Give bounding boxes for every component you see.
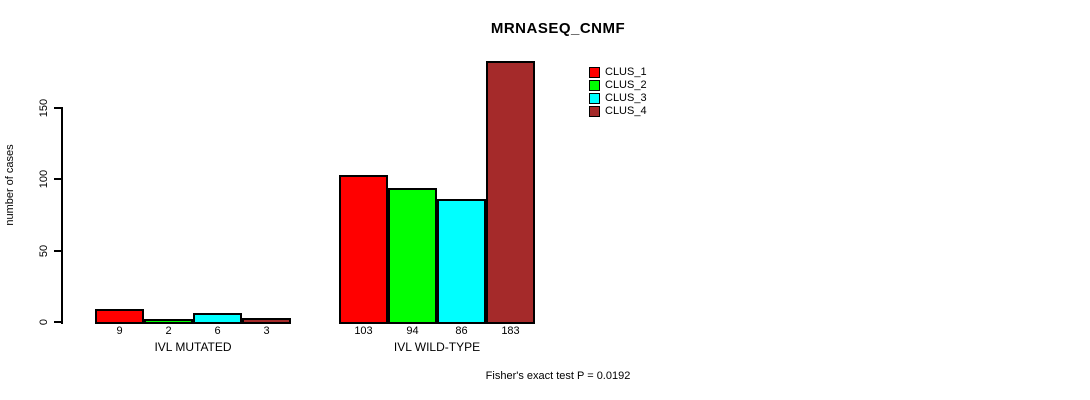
y-tick-label-50: 50 xyxy=(38,244,50,257)
legend-row-clus-3: CLUS_3 xyxy=(589,92,647,105)
bar-clus-4-ivl-wild-type xyxy=(486,61,535,324)
bar-clus-3-ivl-wild-type xyxy=(437,199,486,324)
y-tick-150 xyxy=(54,107,62,109)
y-tick-label-100: 100 xyxy=(38,170,50,189)
y-tick-100 xyxy=(54,178,62,181)
legend-swatch-clus-3 xyxy=(589,93,600,104)
value-label-clus-1-ivl-mutated: 9 xyxy=(116,325,123,337)
legend: CLUS_1 CLUS_2 CLUS_3 CLUS_4 xyxy=(589,66,647,118)
y-tick-50 xyxy=(54,249,62,252)
bar-clus-1-ivl-wild-type xyxy=(339,175,388,324)
legend-swatch-clus-4 xyxy=(589,106,600,117)
legend-row-clus-2: CLUS_2 xyxy=(589,79,647,92)
bar-clus-3-ivl-mutated xyxy=(193,313,242,324)
y-tick-label-150: 150 xyxy=(38,98,50,118)
legend-row-clus-1: CLUS_1 xyxy=(589,66,647,79)
legend-swatch-clus-2 xyxy=(589,80,600,91)
value-label-clus-3-ivl-mutated: 6 xyxy=(214,325,221,337)
value-label-clus-4-ivl-mutated: 3 xyxy=(263,325,270,337)
y-axis-line xyxy=(61,107,63,324)
category-label-ivl-mutated: IVL MUTATED xyxy=(154,340,232,354)
bar-clus-1-ivl-mutated xyxy=(95,309,144,324)
chart-title: MRNASEQ_CNMF xyxy=(490,20,626,37)
legend-swatch-clus-1 xyxy=(589,67,600,78)
annotation-text: Fisher's exact test P = 0.0192 xyxy=(485,370,631,382)
value-label-clus-3-ivl-wild-type: 86 xyxy=(455,325,468,337)
legend-label-clus-2: CLUS_2 xyxy=(605,79,647,91)
y-axis-label: number of cases xyxy=(4,144,16,226)
legend-row-clus-4: CLUS_4 xyxy=(589,105,647,118)
y-tick-0 xyxy=(54,321,62,323)
value-label-clus-2-ivl-mutated: 2 xyxy=(165,325,172,337)
value-label-clus-2-ivl-wild-type: 94 xyxy=(406,325,419,337)
legend-label-clus-4: CLUS_4 xyxy=(605,105,647,117)
value-label-clus-4-ivl-wild-type: 183 xyxy=(501,325,520,337)
y-tick-label-0: 0 xyxy=(38,318,50,326)
category-label-ivl-wild-type: IVL WILD-TYPE xyxy=(393,340,481,354)
legend-label-clus-1: CLUS_1 xyxy=(605,66,647,78)
bar-clus-4-ivl-mutated xyxy=(242,318,291,324)
value-label-clus-1-ivl-wild-type: 103 xyxy=(354,325,373,337)
bar-clus-2-ivl-mutated xyxy=(144,319,193,324)
legend-label-clus-3: CLUS_3 xyxy=(605,92,647,104)
bar-clus-2-ivl-wild-type xyxy=(388,188,437,324)
